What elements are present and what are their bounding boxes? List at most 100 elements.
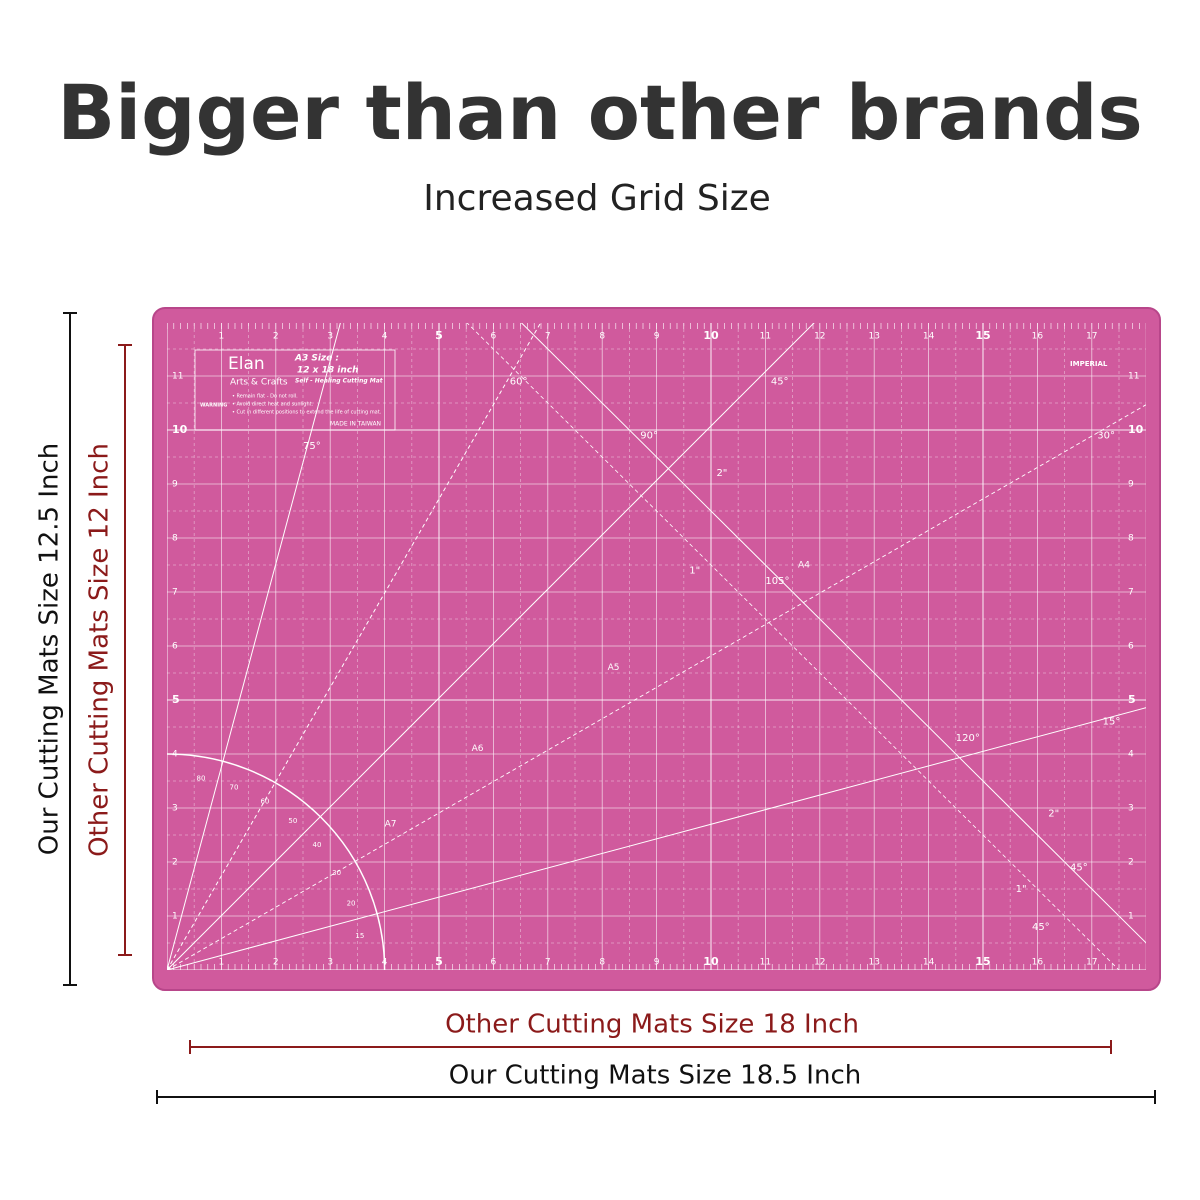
note: • Remain flat - Do not roll. [232,394,298,400]
y-ruler-label: 1 [1128,912,1134,922]
offset-label: 2" [1048,808,1059,819]
y-ruler-label: 7 [172,588,178,598]
subtitle: Increased Grid Size [423,178,771,219]
x-ruler-label: 4 [382,332,388,342]
x-ruler-label: 2 [273,332,279,342]
x-ruler-label: 8 [599,958,605,968]
inner-angle-label: 45° [1070,862,1088,873]
brand: Elan [228,354,265,374]
y-ruler-label: 8 [172,534,178,544]
protractor-label: 20 [347,900,356,908]
angle-line [167,323,542,970]
y-ruler-label: 5 [1128,693,1136,706]
note: • Cut in different positions to extend t… [232,410,382,416]
our-width: Our Cutting Mats Size 18.5 Inch [449,1061,861,1091]
inner-angle-label: 105° [765,576,789,587]
x-ruler-label: 14 [923,958,935,968]
y-ruler-label: 11 [1128,372,1139,382]
y-ruler-label: 10 [172,423,188,436]
protractor [167,753,386,970]
x-ruler-label: 7 [545,958,551,968]
protractor-label: 40 [313,841,322,849]
y-ruler-label: 10 [1128,423,1144,436]
y-ruler-label: 1 [172,912,178,922]
protractor-label: 15 [355,932,364,940]
origin: MADE IN TAIWAN [330,421,381,428]
x-ruler-label: 14 [923,332,935,342]
x-ruler-label: 1 [219,332,225,342]
protractor-label: 30 [332,869,341,877]
protractor-label: 60 [260,798,269,806]
brand-box [194,349,396,431]
product: Self - Healing Cutting Mat [295,378,384,385]
inner-angle-label: 90° [640,430,658,441]
title: Bigger than other brands [57,68,1143,157]
x-ruler-label: 5 [435,329,443,342]
size: 12 x 18 inch [297,366,359,376]
grid [167,323,1146,970]
offset-label: 2" [716,468,727,479]
y-ruler-label: 9 [1128,480,1134,490]
x-ruler-label: 7 [545,332,551,342]
x-ruler-label: 9 [654,332,660,342]
inner-angle-label: 120° [956,733,980,744]
y-ruler-label: 3 [1128,804,1134,814]
y-ruler-label: 7 [1128,588,1134,598]
y-ruler-label: 4 [1128,750,1134,760]
paper-size: A7 [385,820,397,830]
y-ruler-label: 11 [172,372,183,382]
x-ruler-label: 4 [382,958,388,968]
warning: WARNING [200,403,227,409]
x-ruler-label: 17 [1086,958,1097,968]
y-ruler-label: 6 [1128,642,1134,652]
x-ruler-label: 1 [219,958,225,968]
angle-line [167,404,1146,970]
x-ruler-label: 12 [814,958,825,968]
diag-line [520,323,1146,944]
y-ruler-label: 2 [172,858,178,868]
angle-label: 75° [303,441,321,452]
diag-line [466,323,1120,970]
x-ruler-label: 9 [654,958,660,968]
size-label: A3 Size : [294,354,339,364]
paper-size: A5 [608,663,620,673]
angle-label: 30° [1097,430,1115,441]
x-ruler-label: 17 [1086,332,1097,342]
x-ruler-label: 8 [599,332,605,342]
x-ruler-label: 11 [760,958,771,968]
mat-labels: 1122334455667788991010111112121313141415… [172,329,1144,968]
x-ruler-label: 11 [760,332,771,342]
protractor-label: 50 [288,817,297,825]
our-height: Our Cutting Mats Size 12.5 Inch [35,443,65,855]
x-ruler-label: 12 [814,332,825,342]
protractor-label: 70 [230,783,239,791]
x-ruler-label: 15 [975,955,990,968]
angle-label: 60° [510,376,528,387]
angle-label: 15° [1103,717,1121,728]
x-ruler-label: 3 [327,958,333,968]
x-ruler-label: 10 [703,329,719,342]
other-width: Other Cutting Mats Size 18 Inch [445,1010,859,1040]
other-height: Other Cutting Mats Size 12 Inch [85,443,115,857]
angle-line [167,707,1146,970]
paper-size: A4 [798,561,810,571]
note: • Avoid direct heat and sunlight. [232,402,314,408]
x-ruler-label: 16 [1032,332,1044,342]
x-ruler-label: 5 [435,955,443,968]
x-ruler-label: 2 [273,958,279,968]
x-ruler-label: 15 [975,329,990,342]
y-ruler-label: 2 [1128,858,1134,868]
x-ruler-label: 16 [1032,958,1044,968]
y-ruler-label: 5 [172,693,180,706]
brand-sub: Arts & Crafts [230,378,288,388]
x-ruler-label: 6 [491,332,497,342]
x-ruler-label: 10 [703,955,719,968]
y-ruler-label: 3 [172,804,178,814]
y-ruler-label: 9 [172,480,178,490]
paper-size: A6 [472,744,484,754]
x-ruler-label: 6 [491,958,497,968]
angle-label: 45° [771,376,789,387]
y-ruler-label: 4 [172,750,178,760]
offset-label: 1" [689,565,700,576]
